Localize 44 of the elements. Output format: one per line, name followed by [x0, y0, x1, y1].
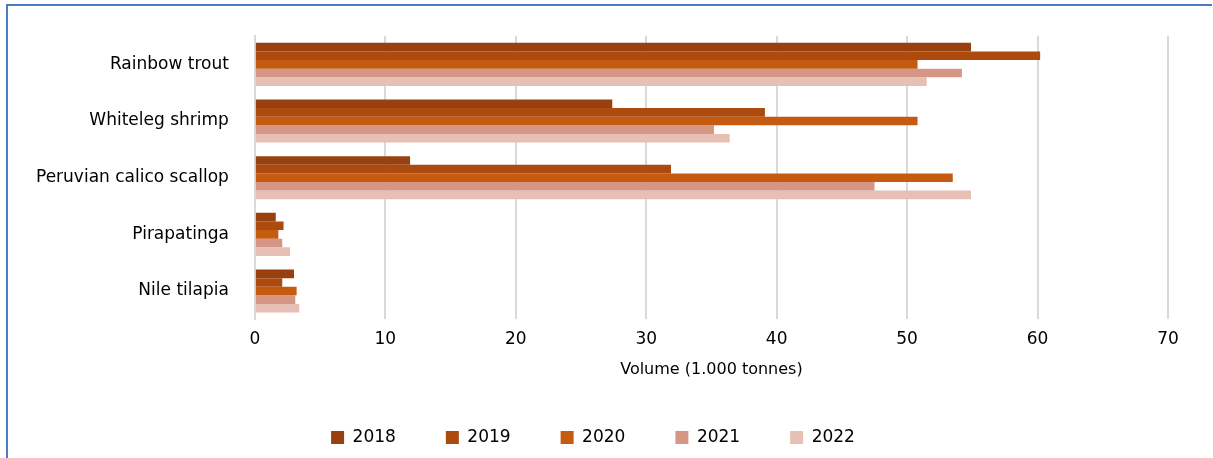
bar [255, 269, 294, 279]
bar [255, 286, 297, 296]
y-tick-label: Nile tilapia [138, 279, 229, 300]
x-tick-label: 70 [1157, 328, 1179, 349]
bar [255, 77, 927, 86]
bar [255, 116, 918, 126]
x-tick-label: 50 [896, 328, 918, 349]
legend-label: 2021 [696, 425, 741, 446]
bar [255, 173, 953, 183]
y-tick-label: Rainbow trout [109, 52, 230, 73]
bar [255, 212, 276, 222]
x-tick-label: 30 [635, 328, 658, 349]
legend-label: 2022 [811, 425, 855, 446]
bar [255, 221, 284, 231]
x-tick-label: 0 [249, 328, 261, 349]
legend-label: 2018 [352, 425, 396, 446]
bar [255, 133, 730, 143]
y-tick-label: Peruvian calico scallop [35, 166, 229, 187]
bar [255, 164, 671, 174]
bar [255, 51, 1041, 61]
bar [255, 108, 765, 117]
bar [255, 247, 291, 256]
bar [255, 42, 972, 52]
x-tick-label: 60 [1026, 328, 1049, 349]
legend-label: 2020 [582, 425, 626, 446]
x-axis-title: Volume (1.000 tonnes) [620, 358, 803, 378]
bar [255, 125, 715, 134]
bar [255, 99, 613, 109]
x-tick-label: 40 [765, 328, 788, 349]
bar [255, 295, 296, 304]
bar [255, 238, 283, 248]
x-tick-label: 10 [374, 328, 397, 349]
bar [255, 60, 918, 69]
bar [255, 278, 283, 287]
bar [255, 230, 279, 239]
bar [255, 190, 972, 200]
bar [255, 182, 875, 191]
y-tick-label: Pirapatinga [132, 222, 229, 243]
bar [255, 303, 300, 313]
y-tick-label: Whiteleg shrimp [89, 109, 229, 130]
x-tick-label: 20 [504, 328, 527, 349]
bar [255, 68, 962, 78]
bar [255, 156, 411, 165]
legend-label: 2019 [467, 425, 511, 446]
